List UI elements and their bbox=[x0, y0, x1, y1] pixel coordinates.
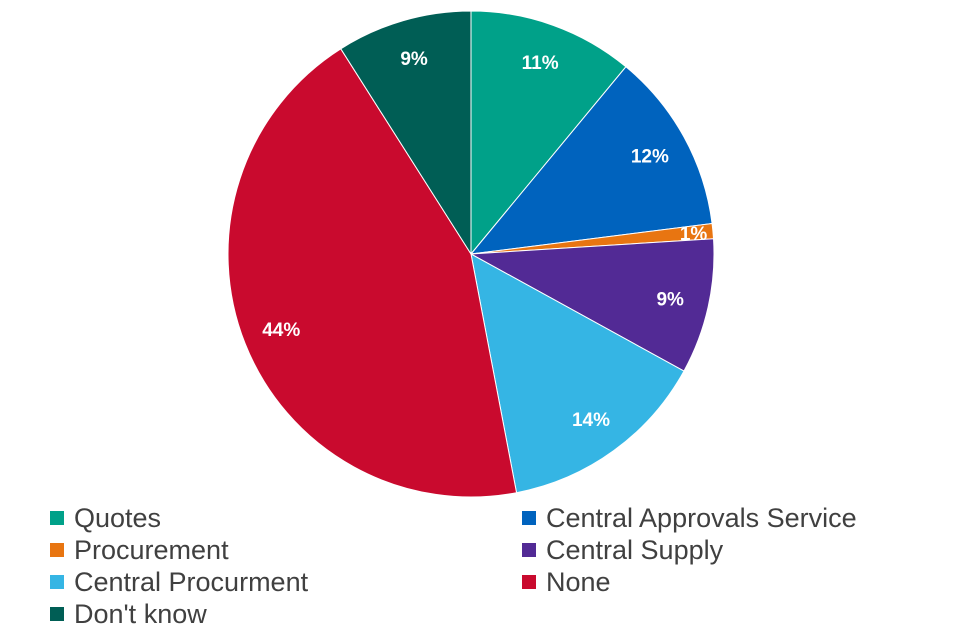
legend-swatch bbox=[50, 575, 64, 589]
legend-item: Quotes bbox=[50, 502, 522, 534]
legend-swatch bbox=[50, 607, 64, 621]
data-label: 44% bbox=[262, 320, 300, 341]
legend-item: None bbox=[522, 566, 930, 598]
legend-label: Don't know bbox=[74, 598, 207, 629]
pie-labels: 11% 12% 1% 9% 14% 44% 9% bbox=[262, 49, 707, 431]
pie-slice-don-t-know bbox=[340, 10, 472, 256]
legend-item: Central Procurment bbox=[50, 566, 522, 598]
pie-slice-central-supply bbox=[469, 238, 715, 372]
pie-slice-central-procurment bbox=[470, 253, 685, 494]
data-label: 14% bbox=[572, 410, 610, 431]
data-label: 12% bbox=[631, 147, 669, 168]
legend: Quotes Central Approvals Service Procureme… bbox=[50, 502, 930, 630]
pie-slice-quotes bbox=[470, 10, 627, 256]
legend-label: Central Approvals Service bbox=[546, 502, 857, 533]
data-label: 1% bbox=[680, 224, 708, 245]
legend-label: None bbox=[546, 566, 611, 597]
legend-swatch bbox=[522, 543, 536, 557]
pie-slice-central-approvals-service bbox=[469, 66, 713, 255]
legend-label: Central Procurment bbox=[74, 566, 309, 597]
data-label: 9% bbox=[400, 49, 428, 70]
legend-label: Central Supply bbox=[546, 534, 724, 565]
legend-swatch bbox=[522, 511, 536, 525]
legend-item: Central Supply bbox=[522, 534, 930, 566]
pie-slice-none bbox=[227, 48, 518, 498]
legend-swatch bbox=[50, 543, 64, 557]
data-label: 9% bbox=[656, 290, 684, 311]
legend-label: Quotes bbox=[74, 502, 162, 533]
pie-slices bbox=[227, 10, 715, 498]
legend-swatch bbox=[522, 575, 536, 589]
legend-item: Don't know bbox=[50, 598, 522, 630]
pie-chart: 11% 12% 1% 9% 14% 44% 9% bbox=[227, 10, 715, 498]
legend-item: Central Approvals Service bbox=[522, 502, 930, 534]
legend-label: Procurement bbox=[74, 534, 229, 565]
legend-swatch bbox=[50, 511, 64, 525]
legend-item: Procurement bbox=[50, 534, 522, 566]
data-label: 11% bbox=[522, 53, 559, 74]
